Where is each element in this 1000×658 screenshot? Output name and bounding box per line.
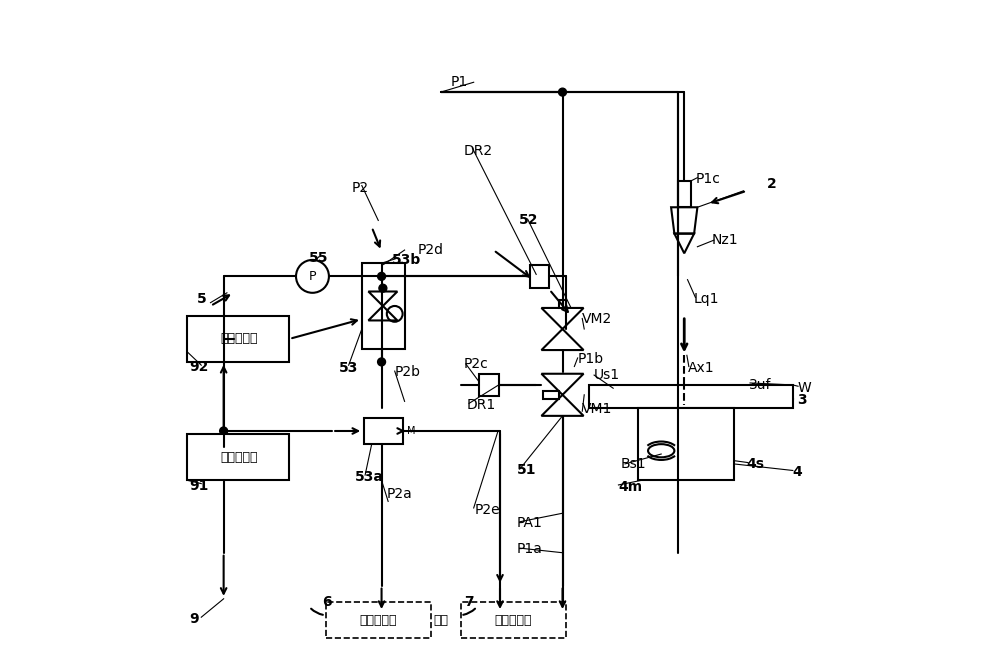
Text: 2: 2 bbox=[766, 177, 776, 191]
FancyBboxPatch shape bbox=[638, 408, 734, 480]
Text: 排气: 排气 bbox=[433, 614, 448, 626]
Text: P2a: P2a bbox=[387, 486, 413, 501]
Text: 6: 6 bbox=[322, 595, 332, 609]
Circle shape bbox=[378, 272, 386, 280]
Text: Nz1: Nz1 bbox=[712, 233, 739, 247]
Text: P: P bbox=[309, 270, 316, 283]
Circle shape bbox=[559, 88, 566, 96]
FancyBboxPatch shape bbox=[187, 434, 289, 480]
Text: 9: 9 bbox=[189, 611, 199, 626]
FancyBboxPatch shape bbox=[543, 391, 559, 399]
Text: 3: 3 bbox=[797, 393, 807, 407]
FancyBboxPatch shape bbox=[530, 265, 549, 288]
Text: 7: 7 bbox=[464, 595, 473, 609]
Text: 53b: 53b bbox=[391, 253, 421, 267]
FancyBboxPatch shape bbox=[678, 181, 691, 207]
Circle shape bbox=[379, 284, 387, 292]
Text: Us1: Us1 bbox=[594, 368, 620, 382]
Text: 4m: 4m bbox=[618, 480, 643, 494]
Text: P1a: P1a bbox=[516, 542, 542, 557]
FancyBboxPatch shape bbox=[362, 263, 405, 349]
Text: P2b: P2b bbox=[395, 365, 421, 379]
Text: 92: 92 bbox=[189, 360, 209, 374]
Text: P1c: P1c bbox=[695, 172, 720, 186]
Text: Ax1: Ax1 bbox=[688, 361, 715, 376]
Text: P2c: P2c bbox=[464, 357, 489, 371]
Text: 第二控制部: 第二控制部 bbox=[220, 332, 258, 345]
Text: P1b: P1b bbox=[578, 351, 604, 366]
Text: P2e: P2e bbox=[475, 503, 501, 517]
Text: W: W bbox=[797, 381, 811, 395]
Circle shape bbox=[220, 427, 228, 435]
FancyBboxPatch shape bbox=[559, 300, 566, 308]
Text: VM1: VM1 bbox=[582, 402, 613, 417]
Text: P2: P2 bbox=[352, 180, 369, 195]
Text: 5: 5 bbox=[197, 292, 207, 307]
FancyBboxPatch shape bbox=[479, 374, 499, 396]
Text: PA1: PA1 bbox=[516, 516, 542, 530]
FancyBboxPatch shape bbox=[326, 602, 431, 638]
FancyBboxPatch shape bbox=[187, 316, 289, 362]
Text: P1: P1 bbox=[451, 75, 468, 89]
Text: 第一控制部: 第一控制部 bbox=[220, 451, 258, 464]
Text: 53a: 53a bbox=[355, 470, 384, 484]
FancyBboxPatch shape bbox=[364, 418, 403, 444]
Text: 液体供给部: 液体供给部 bbox=[494, 614, 532, 626]
Text: 91: 91 bbox=[189, 478, 209, 493]
Text: DR2: DR2 bbox=[464, 144, 493, 159]
FancyBboxPatch shape bbox=[461, 602, 566, 638]
FancyBboxPatch shape bbox=[589, 385, 793, 408]
Circle shape bbox=[378, 358, 386, 366]
Text: 3uf: 3uf bbox=[749, 378, 771, 392]
Circle shape bbox=[378, 272, 386, 280]
Text: 气体供给部: 气体供给部 bbox=[360, 614, 397, 626]
Text: 53: 53 bbox=[339, 361, 358, 376]
Text: 4s: 4s bbox=[747, 457, 765, 471]
Text: M: M bbox=[407, 426, 415, 436]
Text: Lq1: Lq1 bbox=[693, 292, 719, 307]
Text: P2d: P2d bbox=[418, 243, 444, 257]
Text: DR1: DR1 bbox=[467, 397, 496, 412]
Text: VM2: VM2 bbox=[582, 312, 612, 326]
Text: Bs1: Bs1 bbox=[621, 457, 647, 471]
Text: 51: 51 bbox=[516, 463, 536, 478]
Text: 55: 55 bbox=[309, 251, 329, 265]
Text: 4: 4 bbox=[793, 465, 803, 479]
Text: 52: 52 bbox=[518, 213, 538, 228]
